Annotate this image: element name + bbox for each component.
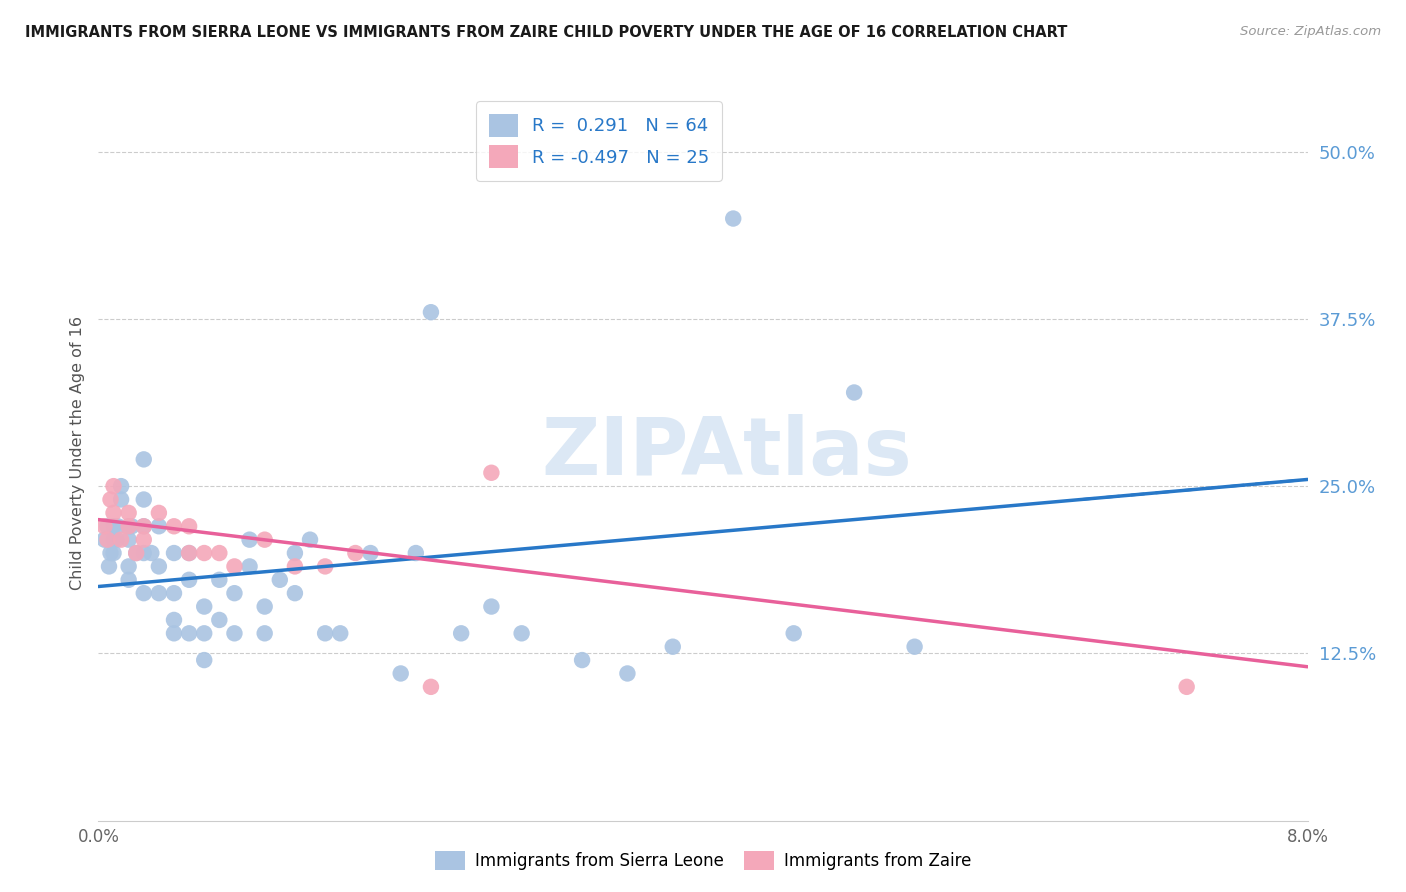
Point: [103, 533, 125, 547]
Point: [723, 211, 745, 226]
Point: [314, 626, 336, 640]
Point: [98, 559, 121, 574]
Point: [193, 626, 215, 640]
Point: [148, 506, 170, 520]
Point: [299, 533, 322, 547]
Point: [148, 519, 170, 533]
Point: [179, 546, 201, 560]
Point: [783, 626, 806, 640]
Point: [93, 533, 115, 547]
Point: [208, 613, 231, 627]
Point: [103, 479, 125, 493]
Point: [284, 559, 307, 574]
Point: [239, 533, 262, 547]
Point: [118, 506, 141, 520]
Point: [269, 573, 291, 587]
Point: [571, 653, 593, 667]
Point: [110, 479, 132, 493]
Point: [118, 559, 141, 574]
Point: [253, 599, 276, 614]
Point: [110, 492, 132, 507]
Point: [179, 546, 201, 560]
Point: [450, 626, 472, 640]
Point: [344, 546, 367, 560]
Point: [193, 546, 215, 560]
Point: [132, 586, 155, 600]
Point: [132, 519, 155, 533]
Point: [179, 626, 201, 640]
Point: [481, 466, 503, 480]
Point: [118, 519, 141, 533]
Point: [420, 680, 443, 694]
Point: [107, 519, 129, 533]
Point: [103, 506, 125, 520]
Legend: R =  0.291   N = 64, R = -0.497   N = 25: R = 0.291 N = 64, R = -0.497 N = 25: [477, 101, 723, 181]
Point: [329, 626, 352, 640]
Point: [118, 533, 141, 547]
Point: [100, 492, 122, 507]
Point: [844, 385, 866, 400]
Point: [284, 586, 307, 600]
Point: [118, 573, 141, 587]
Point: [193, 653, 215, 667]
Point: [661, 640, 683, 654]
Point: [616, 666, 638, 681]
Legend: Immigrants from Sierra Leone, Immigrants from Zaire: Immigrants from Sierra Leone, Immigrants…: [429, 844, 977, 877]
Point: [100, 546, 122, 560]
Point: [510, 626, 533, 640]
Point: [163, 519, 186, 533]
Point: [163, 546, 186, 560]
Point: [132, 533, 155, 547]
Point: [93, 519, 115, 533]
Point: [141, 546, 163, 560]
Point: [360, 546, 382, 560]
Y-axis label: Child Poverty Under the Age of 16: Child Poverty Under the Age of 16: [69, 316, 84, 590]
Point: [125, 546, 148, 560]
Point: [148, 559, 170, 574]
Point: [193, 599, 215, 614]
Text: Source: ZipAtlas.com: Source: ZipAtlas.com: [1240, 25, 1381, 38]
Point: [103, 519, 125, 533]
Text: ZIPAtlas: ZIPAtlas: [541, 414, 912, 491]
Point: [904, 640, 927, 654]
Point: [179, 573, 201, 587]
Point: [121, 519, 143, 533]
Point: [405, 546, 427, 560]
Point: [208, 546, 231, 560]
Point: [253, 533, 276, 547]
Point: [103, 546, 125, 560]
Point: [118, 519, 141, 533]
Point: [96, 519, 118, 533]
Point: [314, 559, 336, 574]
Point: [224, 559, 246, 574]
Point: [239, 559, 262, 574]
Point: [125, 546, 148, 560]
Point: [253, 626, 276, 640]
Point: [179, 519, 201, 533]
Point: [420, 305, 443, 319]
Point: [148, 586, 170, 600]
Text: IMMIGRANTS FROM SIERRA LEONE VS IMMIGRANTS FROM ZAIRE CHILD POVERTY UNDER THE AG: IMMIGRANTS FROM SIERRA LEONE VS IMMIGRAN…: [25, 25, 1067, 40]
Point: [224, 586, 246, 600]
Point: [224, 626, 246, 640]
Point: [105, 533, 128, 547]
Point: [163, 613, 186, 627]
Point: [389, 666, 412, 681]
Point: [132, 519, 155, 533]
Point: [110, 533, 132, 547]
Point: [132, 546, 155, 560]
Point: [132, 452, 155, 467]
Point: [132, 492, 155, 507]
Point: [163, 626, 186, 640]
Point: [163, 586, 186, 600]
Point: [96, 533, 118, 547]
Point: [481, 599, 503, 614]
Point: [1175, 680, 1198, 694]
Point: [208, 573, 231, 587]
Point: [284, 546, 307, 560]
